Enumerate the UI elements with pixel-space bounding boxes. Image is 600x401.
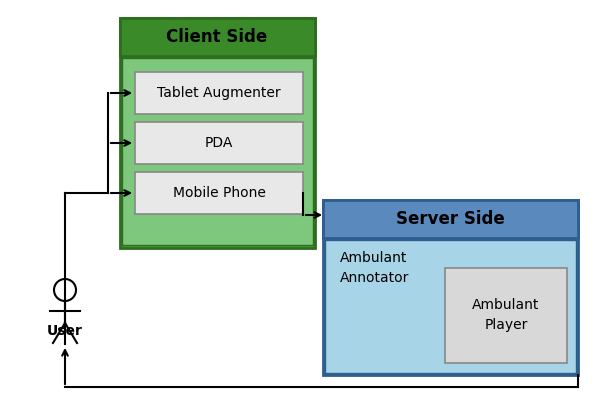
Bar — [135, 172, 303, 214]
Bar — [120, 18, 315, 56]
Text: Client Side: Client Side — [166, 28, 268, 46]
Text: Ambulant
Player: Ambulant Player — [472, 298, 539, 332]
Text: Tablet Augmenter: Tablet Augmenter — [157, 86, 281, 100]
Bar — [122, 58, 313, 245]
Bar — [445, 268, 567, 363]
Text: Server Side: Server Side — [395, 210, 505, 228]
Bar — [323, 200, 578, 375]
Bar — [135, 122, 303, 164]
Bar — [135, 72, 303, 114]
Bar — [120, 18, 315, 248]
Text: Mobile Phone: Mobile Phone — [173, 186, 265, 200]
Text: User: User — [47, 324, 83, 338]
Bar — [325, 240, 576, 373]
Bar — [323, 200, 578, 238]
Text: PDA: PDA — [205, 136, 233, 150]
Text: Ambulant
Annotator: Ambulant Annotator — [340, 251, 409, 285]
